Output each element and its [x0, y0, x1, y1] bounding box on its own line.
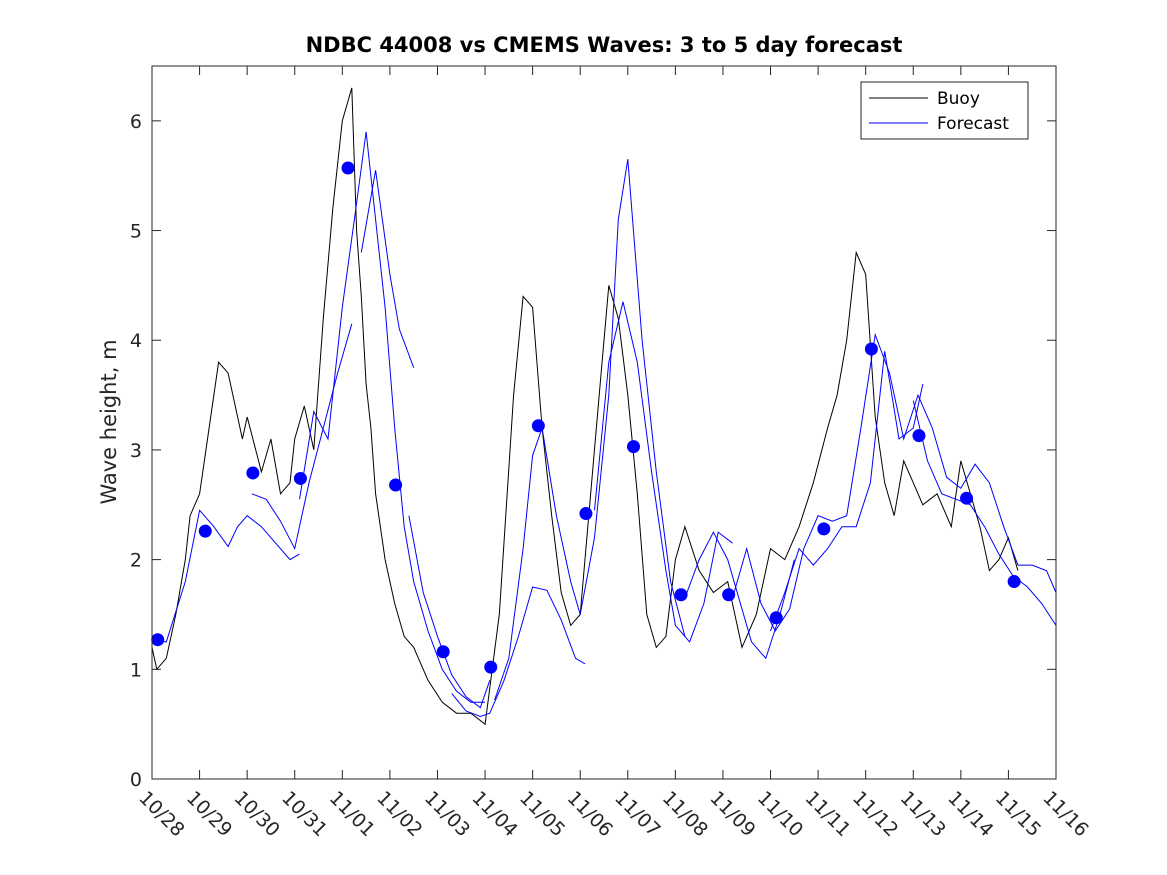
forecast-start-marker [341, 161, 355, 175]
y-tick-label: 1 [130, 659, 142, 681]
forecast-start-marker [817, 522, 831, 536]
forecast-start-marker [722, 588, 736, 602]
forecast-line-segment [594, 301, 733, 643]
forecast-start-marker [389, 478, 403, 492]
buoy-series [151, 87, 1019, 726]
forecast-start-marker [531, 419, 545, 433]
forecast-line-segment [408, 515, 491, 709]
forecast-start-marker [769, 611, 783, 625]
y-tick-label: 3 [130, 440, 142, 462]
chart-title: NDBC 44008 vs CMEMS Waves: 3 to 5 day fo… [306, 33, 903, 57]
forecast-start-marker [484, 660, 498, 674]
y-tick-label: 2 [130, 550, 142, 572]
forecast-line-segment [912, 400, 1057, 626]
forecast-line-segment [684, 531, 795, 660]
forecast-line-segment [732, 332, 1057, 632]
forecast-start-marker [960, 491, 974, 505]
forecast-start-marker [151, 633, 165, 647]
forecast-line-segment [151, 509, 300, 643]
legend-box [860, 81, 1029, 140]
y-tick-label: 4 [130, 330, 142, 352]
axes-box [151, 65, 1057, 780]
legend-forecast-label: Forecast [937, 114, 1009, 134]
y-tick-label: 0 [130, 769, 142, 791]
y-axis-ticks: 0 1 2 3 4 5 6 [130, 111, 1056, 791]
buoy-line [151, 87, 1019, 726]
forecast-start-marker [912, 429, 926, 443]
y-tick-label: 5 [130, 221, 142, 243]
forecast-start-marker [864, 342, 878, 356]
forecast-start-marker [674, 588, 688, 602]
forecast-start-marker [198, 524, 212, 538]
forecast-line-segment [299, 131, 486, 703]
forecast-start-marker [626, 440, 640, 454]
forecast-start-marker [579, 507, 593, 521]
forecast-line-segment [251, 323, 353, 551]
forecast-line-segment [451, 586, 586, 718]
y-tick-label: 6 [130, 111, 142, 133]
forecast-start-marker [293, 471, 307, 485]
forecast-line-segment [360, 170, 415, 368]
forecast-line-segment [770, 351, 924, 632]
plot-area [152, 66, 1056, 779]
y-axis-label: Wave height, m [97, 339, 121, 504]
forecast-line-segment [494, 159, 686, 701]
forecast-start-marker [1007, 575, 1021, 589]
forecast-start-marker [436, 645, 450, 659]
legend-buoy-label: Buoy [937, 89, 980, 109]
forecast-series [151, 131, 1057, 718]
forecast-start-marker [246, 466, 260, 480]
legend: Buoy Forecast [860, 81, 1029, 140]
forecast-start-markers [151, 161, 1021, 674]
